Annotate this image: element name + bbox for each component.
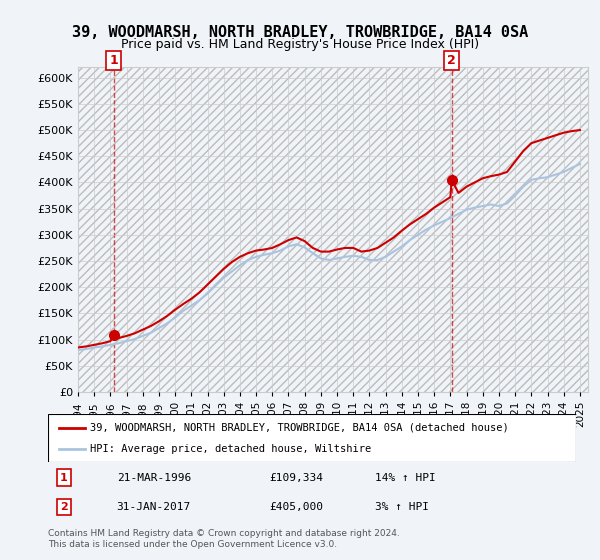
Text: 39, WOODMARSH, NORTH BRADLEY, TROWBRIDGE, BA14 0SA (detached house): 39, WOODMARSH, NORTH BRADLEY, TROWBRIDGE… xyxy=(90,423,509,433)
FancyBboxPatch shape xyxy=(48,414,576,462)
Text: HPI: Average price, detached house, Wiltshire: HPI: Average price, detached house, Wilt… xyxy=(90,444,371,454)
Text: 14% ↑ HPI: 14% ↑ HPI xyxy=(376,473,436,483)
Text: 1: 1 xyxy=(110,54,118,67)
Text: 31-JAN-2017: 31-JAN-2017 xyxy=(116,502,191,512)
Text: Price paid vs. HM Land Registry's House Price Index (HPI): Price paid vs. HM Land Registry's House … xyxy=(121,38,479,51)
Text: £109,334: £109,334 xyxy=(270,473,324,483)
Text: 3% ↑ HPI: 3% ↑ HPI xyxy=(376,502,430,512)
Text: 39, WOODMARSH, NORTH BRADLEY, TROWBRIDGE, BA14 0SA: 39, WOODMARSH, NORTH BRADLEY, TROWBRIDGE… xyxy=(72,25,528,40)
Text: 2: 2 xyxy=(60,502,68,512)
Text: 2: 2 xyxy=(448,54,456,67)
Text: Contains HM Land Registry data © Crown copyright and database right 2024.
This d: Contains HM Land Registry data © Crown c… xyxy=(48,529,400,549)
Text: £405,000: £405,000 xyxy=(270,502,324,512)
Text: 21-MAR-1996: 21-MAR-1996 xyxy=(116,473,191,483)
Text: 1: 1 xyxy=(60,473,68,483)
